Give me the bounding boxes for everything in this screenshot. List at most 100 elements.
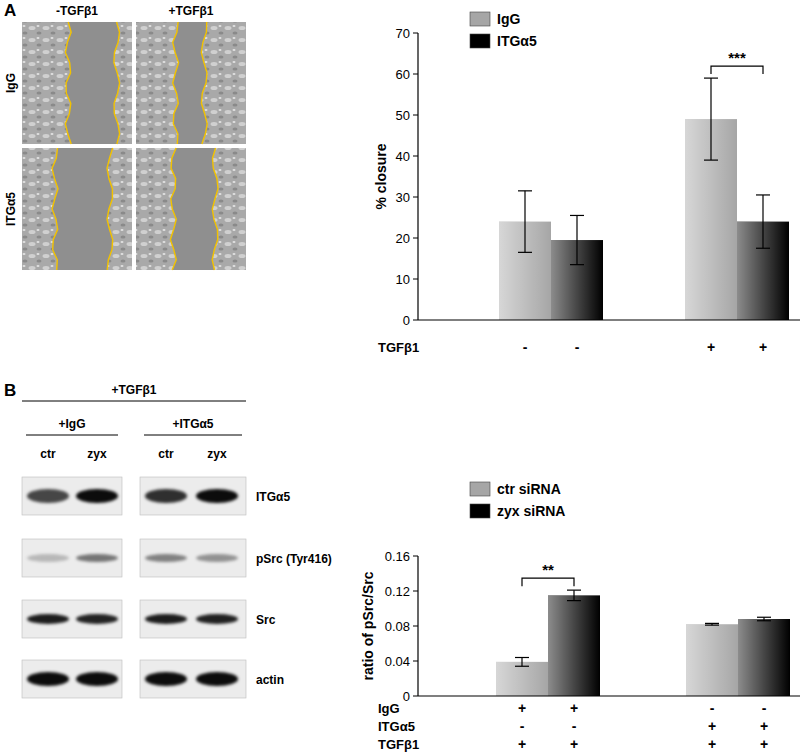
- y-tick: [413, 33, 418, 34]
- blot-row-label: pSrc (Tyr416): [256, 552, 332, 566]
- wound-gap: [65, 22, 119, 144]
- error-bar: [518, 191, 532, 253]
- panel-label: A: [4, 1, 16, 20]
- error-cap: [515, 657, 529, 658]
- bar-shade: [496, 662, 548, 696]
- error-bar: [756, 195, 770, 248]
- y-tick: [413, 661, 418, 662]
- error-stem: [710, 78, 711, 160]
- wound-gap: [173, 22, 208, 144]
- x-axis: [418, 695, 800, 696]
- y-axis-label: % closure: [373, 143, 389, 209]
- lane-label: zyx: [207, 447, 227, 461]
- condition-value: +: [760, 736, 768, 752]
- blot-band: [145, 489, 187, 503]
- blot-band: [196, 554, 238, 562]
- legend-swatch: [470, 34, 490, 48]
- column-label: -TGFβ1: [56, 4, 98, 18]
- legend-swatch: [470, 12, 490, 26]
- error-cap: [757, 620, 771, 621]
- y-tick-label: 60: [396, 67, 410, 82]
- photo: [136, 22, 246, 144]
- bar-shade: [548, 595, 600, 696]
- error-stem: [576, 215, 577, 264]
- plot-area: [496, 590, 790, 696]
- error-cap: [518, 190, 532, 191]
- condition-value: +: [759, 339, 767, 355]
- legend-swatch: [470, 504, 490, 518]
- condition-value: +: [760, 718, 768, 734]
- blot-band: [76, 672, 118, 686]
- error-cap: [705, 623, 719, 624]
- blot-row-label: actin: [256, 673, 284, 687]
- blot-band: [27, 489, 69, 503]
- row-label: IgG: [4, 73, 18, 93]
- wound-edge: [65, 22, 71, 144]
- y-tick-label: 0.12: [385, 584, 410, 599]
- row-label: ITGα5: [4, 192, 18, 226]
- column-label: +TGFβ1: [169, 4, 214, 18]
- blot-panel: [140, 600, 246, 638]
- blot-band: [196, 614, 238, 624]
- blot-panel: [22, 477, 122, 515]
- bar-shade: [738, 619, 790, 696]
- lane-label: ctr: [158, 447, 174, 461]
- condition-value: -: [762, 700, 767, 716]
- error-cap: [756, 194, 770, 195]
- condition-value: -: [520, 718, 525, 734]
- wound-edge: [52, 148, 58, 270]
- wound-gap: [170, 148, 218, 270]
- error-stem: [524, 191, 525, 253]
- blot-row-label: Src: [256, 613, 276, 627]
- significance-bracket: [711, 66, 763, 74]
- error-cap: [567, 600, 581, 601]
- wound-edge: [173, 22, 179, 144]
- condition-label: TGFβ1: [378, 340, 419, 355]
- error-cap: [757, 617, 771, 618]
- y-tick: [413, 156, 418, 157]
- significance-label: **: [542, 561, 554, 578]
- bar-shade: [686, 624, 738, 696]
- blot-band: [27, 614, 69, 624]
- y-tick-label: 0.04: [385, 654, 410, 669]
- error-cap: [705, 625, 719, 626]
- y-tick: [413, 591, 418, 592]
- y-tick: [413, 197, 418, 198]
- error-stem: [521, 658, 522, 667]
- y-tick-label: 0.08: [385, 619, 410, 634]
- panel-label: B: [4, 381, 16, 400]
- blot-band: [145, 672, 187, 686]
- y-tick-label: 20: [396, 231, 410, 246]
- y-tick: [413, 115, 418, 116]
- y-tick: [413, 320, 418, 321]
- blot-panel: [140, 660, 246, 698]
- blot-panel: [22, 600, 122, 638]
- condition-value: +: [708, 736, 716, 752]
- group-line: [26, 435, 118, 436]
- y-tick: [413, 556, 418, 557]
- y-tick: [413, 696, 418, 697]
- error-cap: [515, 666, 529, 667]
- error-cap: [567, 590, 581, 591]
- condition-value: +: [518, 736, 526, 752]
- photo: [136, 148, 246, 270]
- error-cap: [518, 252, 532, 253]
- condition-label: TGFβ1: [378, 737, 419, 752]
- condition-value: -: [575, 339, 580, 355]
- error-cap: [756, 248, 770, 249]
- blot-band: [145, 614, 187, 624]
- y-tick-label: 10: [396, 272, 410, 287]
- y-tick-label: 0: [403, 689, 410, 704]
- blot-band: [76, 489, 118, 503]
- wound-edge: [201, 22, 207, 144]
- condition-value: -: [710, 700, 715, 716]
- y-axis: [417, 556, 418, 696]
- plot-area: [499, 78, 789, 320]
- y-tick: [413, 238, 418, 239]
- error-cap: [704, 77, 718, 78]
- y-axis-label: ratio of pSrc/Src: [360, 571, 376, 680]
- error-stem: [762, 195, 763, 248]
- header-line: [22, 401, 246, 402]
- wound-edge: [114, 22, 120, 144]
- error-bar: [570, 215, 584, 264]
